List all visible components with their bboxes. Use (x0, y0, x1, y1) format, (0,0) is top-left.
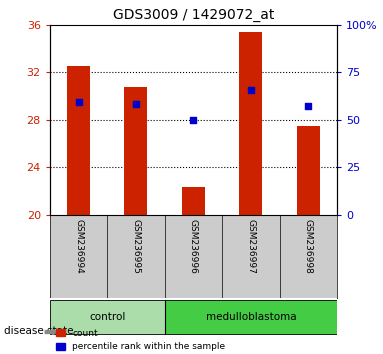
Text: GSM236996: GSM236996 (189, 219, 198, 274)
Point (133, 102, 139, 107)
Bar (239, 32, 262, 215)
Bar (182, 187, 205, 215)
FancyBboxPatch shape (50, 300, 165, 335)
Text: disease state: disease state (4, 326, 73, 336)
Bar (297, 126, 320, 215)
Text: GSM236994: GSM236994 (74, 219, 83, 274)
Point (75, 99, 82, 105)
Text: control: control (89, 312, 125, 322)
Point (190, 117, 196, 122)
Bar (124, 86, 147, 215)
Point (305, 103, 311, 108)
Point (248, 87, 254, 93)
Text: medulloblastoma: medulloblastoma (206, 312, 296, 322)
Text: GSM236998: GSM236998 (304, 219, 313, 274)
Text: GSM236995: GSM236995 (131, 219, 141, 274)
Title: GDS3009 / 1429072_at: GDS3009 / 1429072_at (113, 8, 274, 22)
FancyBboxPatch shape (165, 300, 337, 335)
Bar (67, 66, 90, 215)
Text: GSM236997: GSM236997 (246, 219, 255, 274)
Legend: count, percentile rank within the sample: count, percentile rank within the sample (54, 327, 227, 353)
